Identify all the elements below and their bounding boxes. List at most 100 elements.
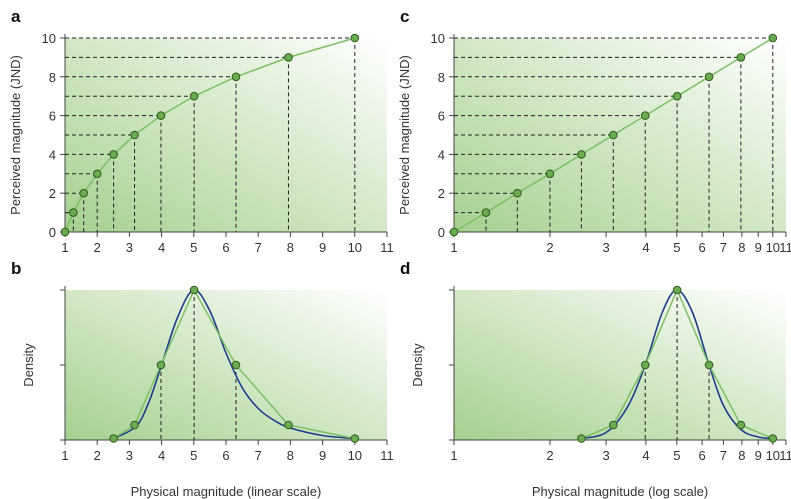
data-point bbox=[69, 208, 78, 217]
data-point bbox=[79, 188, 88, 198]
x-tick-label: 10 bbox=[766, 240, 780, 255]
data-point bbox=[156, 111, 166, 120]
x-tick-label: 10 bbox=[766, 448, 780, 463]
y-tick-label: 0 bbox=[49, 225, 56, 240]
x-axis-label: Physical magnitude (log scale) bbox=[532, 484, 708, 499]
x-tick-label: 2 bbox=[546, 448, 553, 463]
data-point bbox=[768, 434, 778, 443]
panel-label: c bbox=[400, 7, 409, 26]
data-point bbox=[609, 130, 618, 140]
x-tick-label: 11 bbox=[380, 240, 394, 255]
x-tick-label: 6 bbox=[698, 240, 705, 255]
x-tick-label: 11 bbox=[779, 240, 791, 255]
panel-label: d bbox=[400, 259, 410, 278]
x-tick-label: 4 bbox=[158, 240, 165, 255]
x-tick-label: 7 bbox=[720, 240, 727, 255]
x-tick-label: 3 bbox=[602, 448, 609, 463]
x-tick-label: 7 bbox=[255, 240, 262, 255]
x-axis-label: Physical magnitude (linear scale) bbox=[131, 484, 322, 499]
x-tick-label: 4 bbox=[158, 448, 165, 463]
data-point bbox=[189, 285, 199, 295]
x-tick-label: 5 bbox=[673, 448, 680, 463]
data-point bbox=[577, 150, 586, 159]
y-tick-label: 6 bbox=[438, 109, 445, 124]
x-tick-label: 7 bbox=[720, 448, 727, 463]
data-point bbox=[156, 360, 166, 370]
data-point bbox=[704, 72, 714, 82]
data-point bbox=[513, 188, 522, 198]
panel-a: a 1 2 3 4 5 6 7 8 9 10 11 0 2 4 6 8 10 Perceived magnitude… bbox=[8, 7, 394, 255]
data-point bbox=[130, 420, 139, 430]
y-tick-label: 2 bbox=[49, 186, 56, 201]
data-point bbox=[704, 360, 714, 370]
x-tick-label: 3 bbox=[602, 240, 609, 255]
data-point bbox=[640, 360, 650, 370]
plot-background bbox=[454, 38, 786, 232]
x-tick-label: 4 bbox=[642, 448, 649, 463]
x-tick-label: 2 bbox=[546, 240, 553, 255]
data-point bbox=[284, 53, 293, 62]
x-tick-label: 9 bbox=[755, 240, 762, 255]
y-tick-label: 6 bbox=[49, 109, 56, 124]
y-tick-label: 8 bbox=[49, 70, 56, 85]
data-point bbox=[481, 208, 491, 217]
y-axis-label: Perceived magnitude (JND) bbox=[8, 55, 23, 215]
data-point bbox=[130, 130, 139, 140]
data-point bbox=[189, 91, 199, 101]
plot-background bbox=[65, 38, 387, 232]
y-tick-label: 10 bbox=[431, 31, 445, 46]
data-point bbox=[109, 434, 118, 443]
data-point bbox=[609, 420, 618, 430]
data-point bbox=[350, 33, 360, 43]
data-point bbox=[231, 72, 241, 82]
data-point bbox=[545, 169, 555, 179]
x-tick-label: 7 bbox=[255, 448, 262, 463]
x-tick-label: 1 bbox=[450, 448, 457, 463]
y-tick-label: 10 bbox=[42, 31, 56, 46]
y-axis-label: Density bbox=[21, 343, 36, 387]
y-tick-label: 2 bbox=[438, 186, 445, 201]
plot-background bbox=[454, 290, 786, 440]
y-tick-label: 4 bbox=[438, 147, 445, 162]
y-tick-label: 4 bbox=[49, 147, 56, 162]
x-tick-label: 5 bbox=[190, 240, 197, 255]
x-tick-label: 2 bbox=[94, 240, 101, 255]
data-point bbox=[60, 227, 70, 237]
data-point bbox=[672, 285, 682, 295]
x-tick-label: 4 bbox=[642, 240, 649, 255]
panel-label: b bbox=[11, 259, 21, 278]
x-tick-label: 8 bbox=[738, 448, 745, 463]
panel-label: a bbox=[11, 7, 21, 26]
data-point bbox=[109, 150, 118, 159]
x-tick-label: 2 bbox=[94, 448, 101, 463]
x-tick-label: 6 bbox=[698, 448, 705, 463]
panel-b: b 1 2 3 4 5 6 7 8 9 10 11 Density Physical magnitude … bbox=[11, 259, 394, 499]
x-tick-label: 1 bbox=[450, 240, 457, 255]
data-point bbox=[577, 434, 586, 443]
data-point bbox=[736, 420, 746, 430]
x-tick-label: 8 bbox=[287, 240, 294, 255]
x-tick-label: 3 bbox=[126, 448, 133, 463]
plot-background bbox=[65, 290, 387, 440]
x-tick-label: 8 bbox=[287, 448, 294, 463]
x-tick-label: 9 bbox=[319, 240, 326, 255]
x-tick-label: 6 bbox=[222, 448, 229, 463]
x-tick-label: 11 bbox=[380, 448, 394, 463]
data-point bbox=[350, 434, 360, 443]
x-tick-label: 1 bbox=[61, 448, 68, 463]
data-point bbox=[640, 111, 650, 120]
data-point bbox=[736, 53, 746, 62]
x-tick-label: 5 bbox=[190, 448, 197, 463]
x-tick-label: 1 bbox=[61, 240, 68, 255]
data-point bbox=[672, 91, 682, 101]
density-curve bbox=[580, 289, 773, 440]
x-tick-label: 9 bbox=[319, 448, 326, 463]
panel-d: d 1 2 3 4 5 6 7 8 9 10 11 Density Physical magnitude … bbox=[400, 259, 791, 499]
x-tick-label: 9 bbox=[755, 448, 762, 463]
y-axis-label: Perceived magnitude (JND) bbox=[397, 55, 412, 215]
data-point bbox=[231, 360, 241, 370]
y-axis-label: Density bbox=[410, 343, 425, 387]
x-tick-label: 10 bbox=[348, 240, 362, 255]
